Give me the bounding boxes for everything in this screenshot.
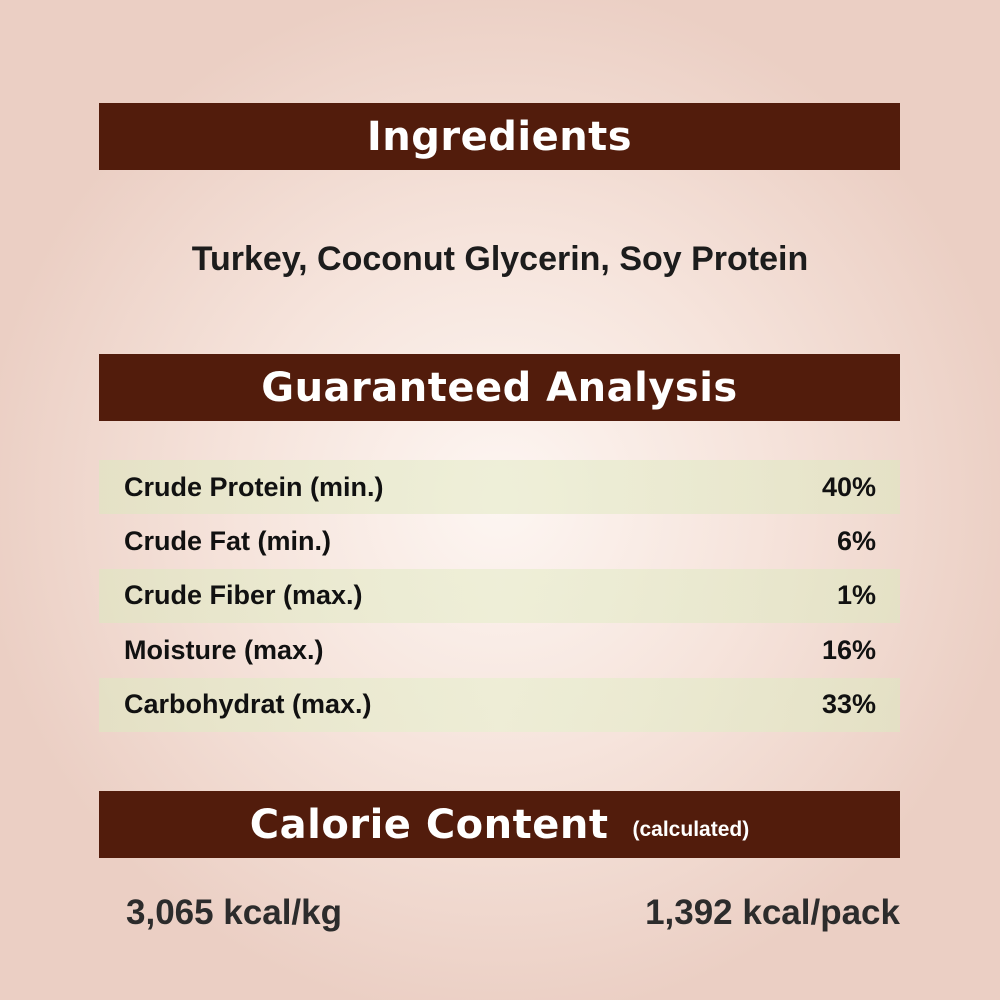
table-row: Crude Fiber (max.) 1% xyxy=(99,568,900,624)
calorie-heading: Calorie Content xyxy=(249,801,609,848)
ingredients-header: Ingredients xyxy=(99,103,900,170)
row-value: 40% xyxy=(821,471,876,502)
table-row: Crude Protein (min.) 40% xyxy=(99,460,900,515)
row-label: Crude Fat (min.) xyxy=(124,526,331,557)
kcal-per-pack: 1,392 kcal/pack xyxy=(645,893,900,932)
row-label: Crude Fiber (max.) xyxy=(124,580,363,611)
row-value: 6% xyxy=(836,526,876,557)
row-value: 1% xyxy=(836,580,876,611)
analysis-header: Guaranteed Analysis xyxy=(99,354,900,421)
ingredients-list: Turkey, Coconut Glycerin, Soy Protein xyxy=(191,240,809,278)
table-row: Moisture (max.) 16% xyxy=(99,623,900,677)
row-label: Crude Protein (min.) xyxy=(124,471,384,502)
row-value: 33% xyxy=(821,689,876,720)
row-value: 16% xyxy=(821,634,876,665)
row-label: Moisture (max.) xyxy=(124,634,324,665)
row-label: Carbohydrat (max.) xyxy=(124,689,372,720)
analysis-heading: Guaranteed Analysis xyxy=(261,364,738,411)
table-row: Carbohydrat (max.) 33% xyxy=(99,677,900,732)
calorie-header: Calorie Content (calculated) xyxy=(99,791,900,858)
analysis-table: Crude Protein (min.) 40% Crude Fat (min.)… xyxy=(99,460,900,732)
ingredients-heading: Ingredients xyxy=(366,113,633,160)
calorie-subheading: (calculated) xyxy=(632,817,750,841)
table-row: Crude Fat (min.) 6% xyxy=(99,514,900,568)
kcal-per-kg: 3,065 kcal/kg xyxy=(126,893,342,932)
